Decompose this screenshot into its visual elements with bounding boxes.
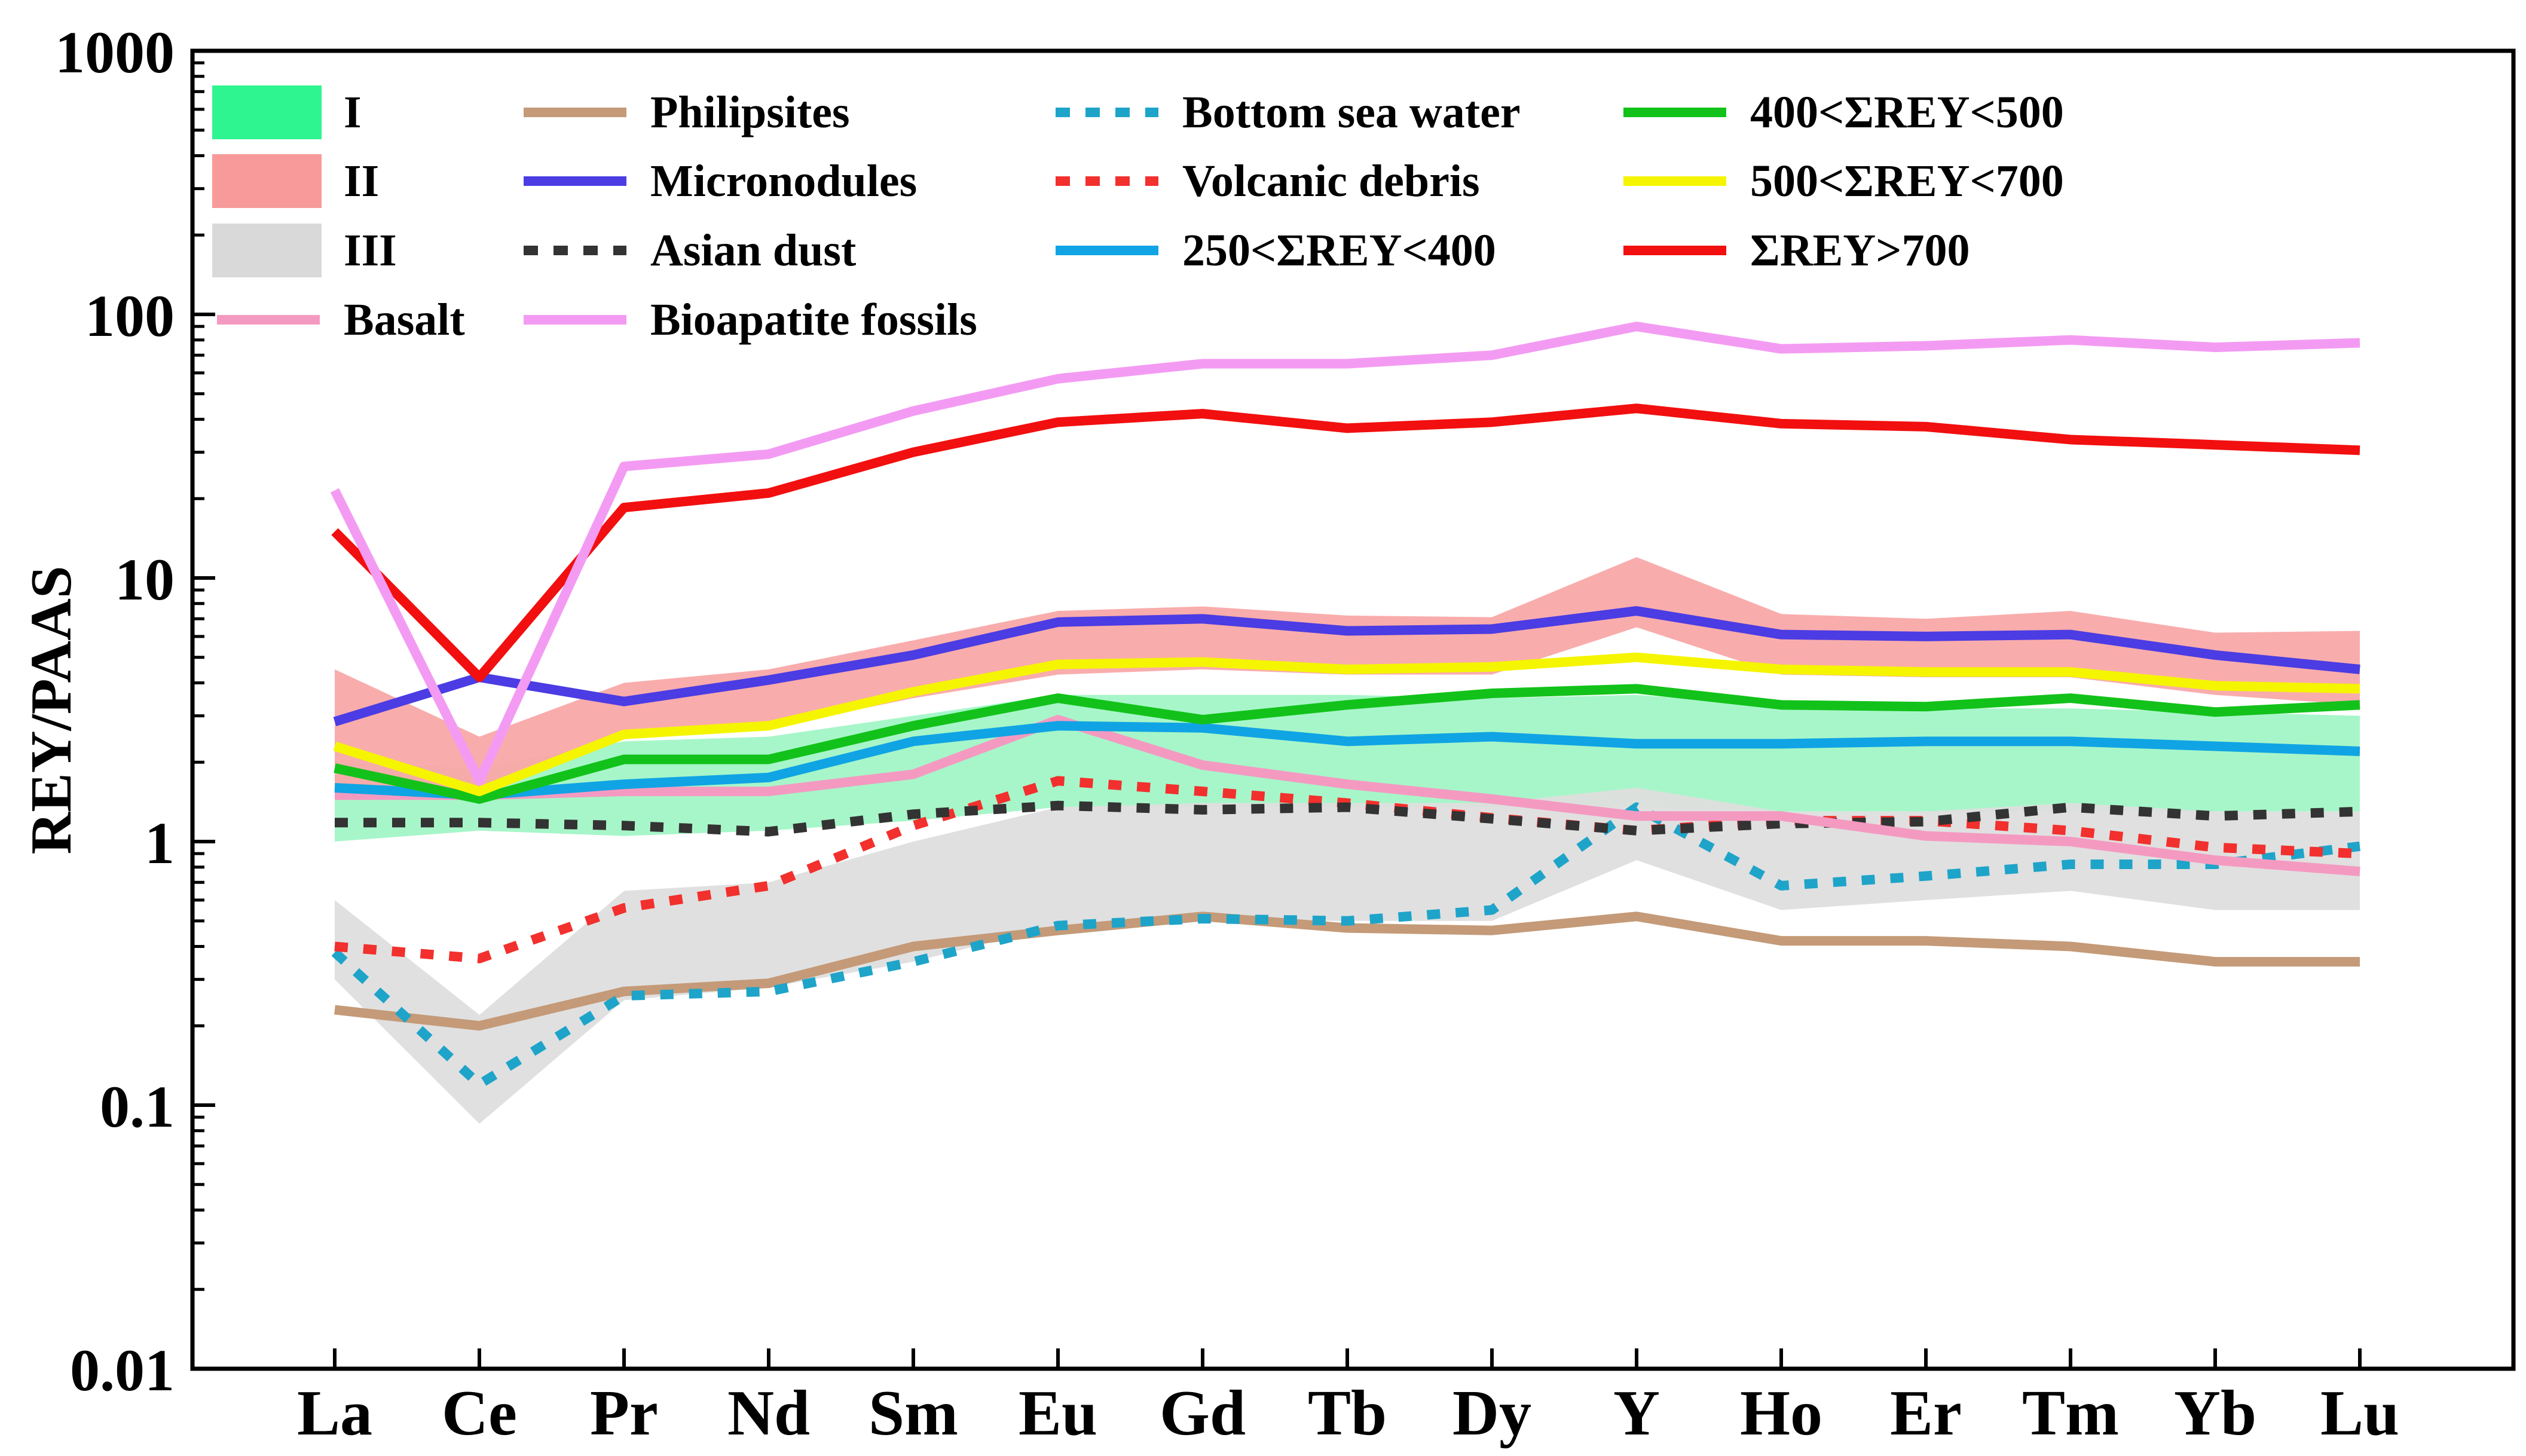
y-tick-label-0-01: 0.01 bbox=[70, 1337, 175, 1403]
y-axis: 0.01 0.1 1 10 100 1000 bbox=[55, 19, 215, 1403]
legend-label-bioapatite-fossils: Bioapatite fossils bbox=[650, 295, 977, 345]
legend-label-400-rey-500: 400<ΣREY<500 bbox=[1750, 87, 2064, 137]
x-tick-label-nd: Nd bbox=[727, 1378, 810, 1449]
legend-item-250-rey-400: 250<ΣREY<400 bbox=[1056, 225, 1496, 276]
x-tick-label-ce: Ce bbox=[442, 1378, 517, 1449]
legend-label-i: I bbox=[344, 87, 362, 137]
legend-item-i: I bbox=[212, 85, 362, 139]
legend-label-ii: II bbox=[344, 156, 379, 206]
legend-swatch-iii bbox=[212, 224, 322, 277]
bands-layer bbox=[335, 557, 2360, 1124]
legend-label-micronodules: Micronodules bbox=[650, 156, 917, 206]
y-tick-label-10: 10 bbox=[115, 546, 175, 613]
x-tick-label-la: La bbox=[297, 1378, 372, 1449]
legend-label-asian-dust: Asian dust bbox=[650, 225, 856, 276]
y-axis-title: REY/PAAS bbox=[19, 566, 84, 855]
series-layer bbox=[330, 322, 2360, 1090]
legend-label-bottom-sea-water: Bottom sea water bbox=[1182, 87, 1521, 137]
x-tick-label-er: Er bbox=[1890, 1378, 1962, 1449]
series-line-bioapatite-fossils bbox=[330, 322, 2360, 786]
x-tick-label-y: Y bbox=[1613, 1378, 1660, 1449]
y-tick-label-1: 1 bbox=[145, 810, 175, 876]
legend-item-bioapatite-fossils: Bioapatite fossils bbox=[524, 295, 977, 345]
x-tick-label-tb: Tb bbox=[1308, 1378, 1387, 1449]
series-line-micronodules bbox=[333, 606, 2360, 727]
legend-swatch-ii bbox=[212, 154, 322, 208]
legend-item-ii: II bbox=[212, 154, 379, 208]
band-iii bbox=[335, 787, 2360, 1124]
series-line-philipsites bbox=[334, 911, 2360, 1031]
y-tick-label-1000: 1000 bbox=[55, 19, 175, 85]
legend-item-500-rey-700: 500<ΣREY<700 bbox=[1623, 156, 2064, 206]
x-axis: La Ce Pr Nd Sm Eu Gd Tb Dy Y Ho Er Tm Yb Lu bbox=[297, 1348, 2399, 1449]
series-line-asian-dust bbox=[335, 800, 2360, 837]
legend-label-iii: III bbox=[344, 225, 397, 276]
series-line-250-rey-400 bbox=[334, 721, 2360, 800]
legend-label-rey-700: ΣREY>700 bbox=[1750, 225, 1970, 276]
legend-label-500-rey-700: 500<ΣREY<700 bbox=[1750, 156, 2064, 206]
x-tick-label-ho: Ho bbox=[1740, 1378, 1822, 1449]
series-line-500-rey-700 bbox=[333, 652, 2360, 797]
legend-item-micronodules: Micronodules bbox=[524, 156, 917, 206]
series-line-bottom-sea-water bbox=[331, 802, 2360, 1090]
legend-item-bottom-sea-water: Bottom sea water bbox=[1056, 87, 1521, 137]
legend: IIIIIIBasaltPhilipsitesMicronodulesAsian… bbox=[212, 85, 2064, 345]
series-line-rey-700 bbox=[331, 403, 2360, 683]
x-tick-label-eu: Eu bbox=[1019, 1378, 1097, 1449]
legend-label-philipsites: Philipsites bbox=[650, 87, 850, 137]
legend-item-400-rey-500: 400<ΣREY<500 bbox=[1623, 87, 2064, 137]
legend-label-volcanic-debris: Volcanic debris bbox=[1182, 156, 1480, 206]
legend-label-250-rey-400: 250<ΣREY<400 bbox=[1182, 225, 1496, 276]
x-tick-label-pr: Pr bbox=[590, 1378, 658, 1449]
x-tick-label-yb: Yb bbox=[2174, 1378, 2256, 1449]
x-tick-label-lu: Lu bbox=[2320, 1378, 2399, 1449]
band-ii bbox=[335, 557, 2360, 796]
series-line-400-rey-500 bbox=[334, 684, 2360, 804]
x-tick-label-sm: Sm bbox=[868, 1378, 958, 1449]
y-tick-label-100: 100 bbox=[85, 283, 175, 349]
legend-swatch-i bbox=[212, 85, 322, 139]
plot-frame bbox=[190, 48, 2516, 1371]
x-tick-label-gd: Gd bbox=[1160, 1378, 1246, 1449]
legend-item-volcanic-debris: Volcanic debris bbox=[1056, 156, 1480, 206]
band-i bbox=[335, 695, 2360, 842]
y-tick-label-0-1: 0.1 bbox=[100, 1073, 175, 1140]
series-line-basalt bbox=[335, 715, 2360, 877]
x-tick-label-dy: Dy bbox=[1452, 1378, 1531, 1449]
x-tick-label-tm: Tm bbox=[2022, 1378, 2119, 1449]
legend-item-rey-700: ΣREY>700 bbox=[1623, 225, 1970, 276]
legend-item-basalt: Basalt bbox=[217, 295, 465, 345]
legend-item-philipsites: Philipsites bbox=[524, 87, 850, 137]
legend-item-iii: III bbox=[212, 224, 397, 277]
legend-label-basalt: Basalt bbox=[344, 295, 465, 345]
legend-item-asian-dust: Asian dust bbox=[524, 225, 856, 276]
